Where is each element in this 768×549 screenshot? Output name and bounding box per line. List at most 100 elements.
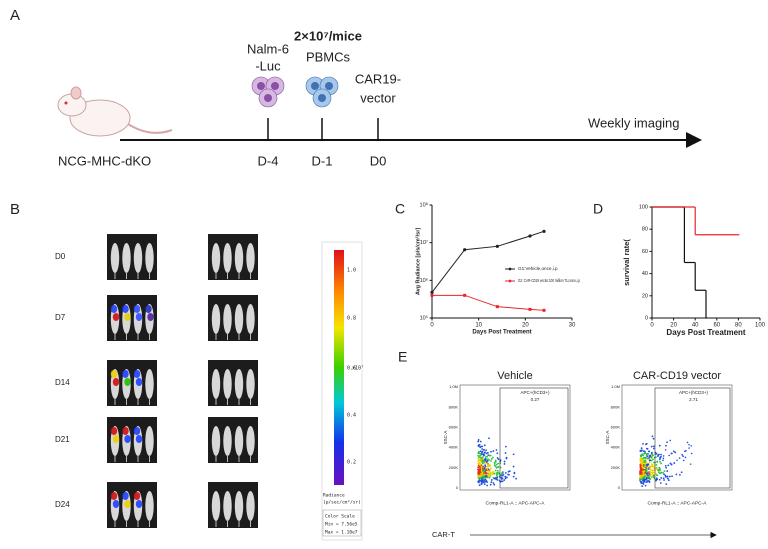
- event-dot: [662, 457, 665, 460]
- event-dot: [491, 456, 494, 459]
- event-dot: [487, 471, 489, 474]
- x-tick-label: 80: [735, 323, 742, 329]
- event-dot: [650, 463, 653, 465]
- event-dot: [646, 471, 648, 473]
- event-dot: [504, 471, 507, 474]
- event-dot: [664, 476, 667, 478]
- y-tick-label: 20: [642, 293, 648, 299]
- panel-label: A: [10, 7, 20, 24]
- mouse-silhouette: [211, 491, 221, 521]
- event-dot: [485, 449, 487, 452]
- signal: [124, 313, 131, 321]
- event-dot: [477, 466, 480, 469]
- event-dot: [500, 478, 503, 480]
- signal: [124, 435, 131, 443]
- event-dot: [667, 464, 670, 467]
- event-dot: [682, 459, 685, 462]
- event-dot: [497, 465, 500, 468]
- event-dot: [641, 466, 644, 469]
- event-dot: [495, 463, 498, 466]
- event-dot: [639, 470, 642, 473]
- legend-label: G1:Vehicle,once,i.p: [518, 266, 558, 271]
- event-dot: [481, 471, 484, 474]
- event-dot: [485, 455, 487, 458]
- event-dot: [662, 471, 664, 474]
- event-dot: [641, 461, 644, 464]
- mouse-silhouette: [246, 426, 255, 456]
- event-dot: [656, 474, 659, 477]
- event-dot: [492, 450, 495, 452]
- scale-tick-label: 0.4: [347, 413, 356, 419]
- event-dot: [480, 478, 483, 481]
- signal: [112, 313, 120, 321]
- event-dot: [672, 450, 675, 452]
- event-dot: [501, 480, 504, 483]
- y-tick-label: 400K: [449, 445, 459, 450]
- event-dot: [682, 455, 684, 458]
- point: [495, 244, 499, 248]
- event-dot: [645, 443, 647, 446]
- row-label: D21: [55, 435, 70, 444]
- event-dot: [505, 456, 508, 459]
- event-dot: [512, 453, 515, 456]
- event-dot: [477, 450, 480, 453]
- plot-frame: [621, 384, 733, 491]
- signal: [145, 305, 152, 313]
- event-label: Nalm-6: [247, 41, 289, 56]
- event-dot: [690, 452, 693, 455]
- event-dot: [491, 472, 493, 475]
- row-label: D14: [55, 378, 70, 387]
- event-dot: [655, 463, 658, 466]
- signal: [122, 492, 129, 500]
- event-dot: [482, 454, 485, 457]
- event-dot: [648, 454, 651, 457]
- event-dot: [651, 476, 653, 478]
- mouse-silhouette: [122, 243, 131, 273]
- event-dot: [498, 475, 501, 478]
- event-dot: [660, 453, 663, 456]
- gate: [499, 387, 569, 489]
- event-dot: [656, 478, 659, 481]
- event-dot: [504, 475, 507, 478]
- event-dot: [493, 464, 496, 467]
- point: [430, 293, 434, 297]
- event-dot: [484, 464, 486, 466]
- mouse-silhouette: [246, 304, 255, 334]
- x-tick-label: 20: [670, 323, 677, 329]
- event-dot: [489, 454, 492, 457]
- event-dot: [507, 470, 510, 473]
- cell-nucleus: [311, 82, 319, 90]
- event-dot: [668, 454, 670, 457]
- event-label: -Luc: [255, 58, 281, 73]
- event-dot: [652, 465, 654, 468]
- x-axis-label: Comp-RL1-A :: APC-APC-A: [648, 500, 708, 506]
- mouse-silhouette: [223, 426, 232, 456]
- event-dot: [481, 459, 484, 462]
- x-axis-label: Days Post Treatment: [472, 330, 531, 336]
- signal: [122, 370, 129, 378]
- point: [463, 293, 467, 297]
- event-dot: [639, 460, 642, 463]
- y-tick-label: 0: [456, 485, 459, 490]
- event-dot: [653, 464, 656, 467]
- x-tick-label: 60: [713, 323, 720, 329]
- event-dot: [676, 459, 678, 462]
- event-dot: [503, 460, 506, 463]
- signal: [135, 313, 143, 321]
- event-dot: [650, 459, 653, 462]
- event-dot: [662, 477, 665, 480]
- event-dot: [490, 458, 493, 460]
- event-dot: [643, 450, 646, 453]
- gate-label: APC+(hCD3+): [520, 390, 550, 395]
- event-dot: [644, 484, 647, 487]
- event-dot: [640, 458, 643, 461]
- signal: [110, 427, 118, 435]
- signal: [147, 313, 154, 321]
- event-dot: [646, 472, 649, 475]
- event-dot: [658, 478, 661, 481]
- y-tick-label: 0: [645, 315, 648, 321]
- event-dot: [482, 465, 485, 468]
- x-tick-label: 100: [755, 323, 766, 329]
- mouse-silhouette: [246, 243, 255, 273]
